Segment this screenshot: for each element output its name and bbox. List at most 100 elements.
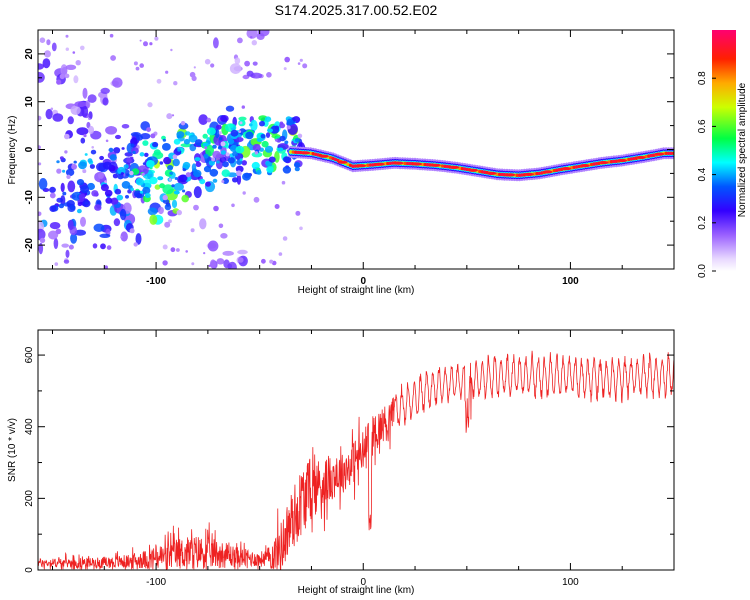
spectrogram-faint-dot bbox=[166, 113, 173, 120]
spectrogram-blob bbox=[100, 87, 110, 94]
spectrogram-x-axis-label: Height of straight line (km) bbox=[298, 285, 415, 296]
spectrogram-blob bbox=[237, 249, 248, 255]
spectrogram-faint-dot bbox=[147, 102, 153, 108]
colorbar-tick-label: 0.8 bbox=[697, 71, 708, 85]
spectrogram-blob bbox=[149, 214, 158, 225]
spectrogram-blob bbox=[251, 151, 263, 158]
spectrogram-blob bbox=[173, 182, 184, 191]
spectrogram-blob bbox=[177, 148, 181, 152]
spectrogram-blob bbox=[67, 180, 76, 193]
spectrogram-blob bbox=[216, 160, 220, 164]
spectrogram-blob bbox=[227, 261, 237, 269]
colorbar-ticks: 0.0 0.2 0.4 0.6 0.8 bbox=[697, 71, 716, 278]
ridge-core bbox=[609, 159, 614, 164]
spectrogram-faint-dot bbox=[249, 36, 253, 39]
ridge-peak bbox=[430, 163, 441, 167]
x-tick-label: 100 bbox=[562, 577, 579, 588]
spectrogram-faint-dot bbox=[238, 257, 244, 263]
spectrogram-blob bbox=[241, 160, 247, 166]
spectrogram-faint-dot bbox=[55, 228, 62, 235]
spectrogram-blob bbox=[268, 156, 276, 163]
ridge-peak bbox=[635, 155, 646, 160]
spectrogram-blob bbox=[195, 161, 202, 167]
spectrogram-blob bbox=[70, 233, 78, 244]
spectrogram-blob bbox=[220, 233, 228, 239]
ridge-peak bbox=[468, 168, 478, 172]
spectrogram-faint-dot bbox=[281, 180, 286, 185]
ridge-core bbox=[632, 156, 636, 161]
spectrogram-faint-dot bbox=[162, 194, 168, 201]
spectrogram-blob bbox=[230, 129, 239, 137]
snr-series-line bbox=[38, 350, 674, 570]
spectrogram-blob bbox=[112, 77, 123, 88]
spectrogram-faint-dot bbox=[49, 192, 56, 199]
spectrogram-blob bbox=[238, 116, 247, 121]
spectrogram-blob bbox=[142, 186, 151, 195]
spectrogram-faint-dot bbox=[170, 247, 176, 253]
snr-y-axis-label: SNR (10 * v/v) bbox=[7, 418, 18, 482]
spectrogram-blob bbox=[46, 39, 51, 46]
ridge-core bbox=[391, 161, 395, 165]
spectrogram-blob bbox=[90, 149, 97, 155]
spectrogram-blob bbox=[282, 156, 290, 163]
spectrogram-blob bbox=[70, 105, 81, 115]
spectrogram-blob bbox=[250, 119, 258, 132]
spectrogram-blob bbox=[93, 223, 105, 232]
spectrogram-blob bbox=[126, 173, 130, 177]
ridge-core bbox=[669, 151, 673, 156]
spectrogram-blob bbox=[142, 140, 149, 146]
spectrogram-blob bbox=[84, 153, 88, 156]
spectrogram-blob bbox=[135, 178, 144, 186]
spectrogram-faint-dot bbox=[162, 260, 168, 266]
spectrogram-blob bbox=[69, 204, 76, 211]
spectrogram-blob bbox=[284, 140, 289, 145]
spectrogram-blob bbox=[73, 75, 79, 84]
spectrogram-blob bbox=[242, 74, 250, 80]
snr-plot-area bbox=[38, 330, 674, 570]
spectrogram-blob bbox=[184, 131, 191, 136]
spectrogram-faint-dot bbox=[274, 204, 280, 209]
ridge-core bbox=[594, 161, 599, 166]
spectrogram-blob bbox=[104, 189, 113, 197]
spectrogram-x-ticks: -100 0 100 bbox=[52, 30, 675, 287]
spectrogram-blob bbox=[137, 165, 149, 176]
spectrogram-blob bbox=[139, 152, 145, 157]
spectrogram-blob bbox=[179, 174, 188, 183]
spectrogram-blob bbox=[216, 258, 225, 265]
spectrogram-blob bbox=[265, 160, 273, 168]
spectrogram-blob bbox=[77, 208, 82, 214]
ridge-core bbox=[289, 150, 293, 154]
colorbar-label: Normalized spectral amplitude bbox=[737, 82, 748, 217]
spectrogram-blob bbox=[58, 203, 65, 209]
y-tick-label: 600 bbox=[24, 346, 35, 363]
ridge-peak bbox=[542, 170, 553, 174]
spectrogram-blob bbox=[215, 124, 222, 130]
spectrogram-blob bbox=[82, 87, 88, 99]
ridge-peak bbox=[356, 164, 367, 168]
spectrogram-faint-dot bbox=[299, 226, 303, 231]
ridge-core bbox=[346, 162, 350, 167]
spectrogram-blob bbox=[217, 145, 222, 150]
spectrogram-blob bbox=[110, 197, 119, 205]
ridge-core bbox=[478, 169, 482, 174]
spectrogram-faint-dot bbox=[50, 107, 54, 111]
spectrogram-blob bbox=[112, 173, 118, 179]
spectrogram-blob bbox=[87, 94, 97, 103]
spectrogram-faint-dot bbox=[133, 242, 138, 247]
spectrogram-hotspot bbox=[194, 157, 201, 162]
ridge-core bbox=[445, 164, 449, 169]
ridge-core bbox=[353, 164, 357, 168]
spectrogram-faint-dot bbox=[75, 60, 81, 66]
spectrogram-blob bbox=[219, 156, 227, 163]
ridge-core bbox=[647, 154, 651, 158]
spectrogram-plot-area bbox=[38, 30, 674, 269]
spectrogram-blob bbox=[76, 179, 85, 186]
snr-frame bbox=[37, 329, 675, 571]
spectrogram-blob bbox=[38, 63, 45, 70]
ridge-core bbox=[520, 173, 524, 177]
spectrogram-blob bbox=[121, 181, 131, 189]
ridge-peak bbox=[617, 158, 628, 163]
ridge-core bbox=[480, 170, 484, 174]
